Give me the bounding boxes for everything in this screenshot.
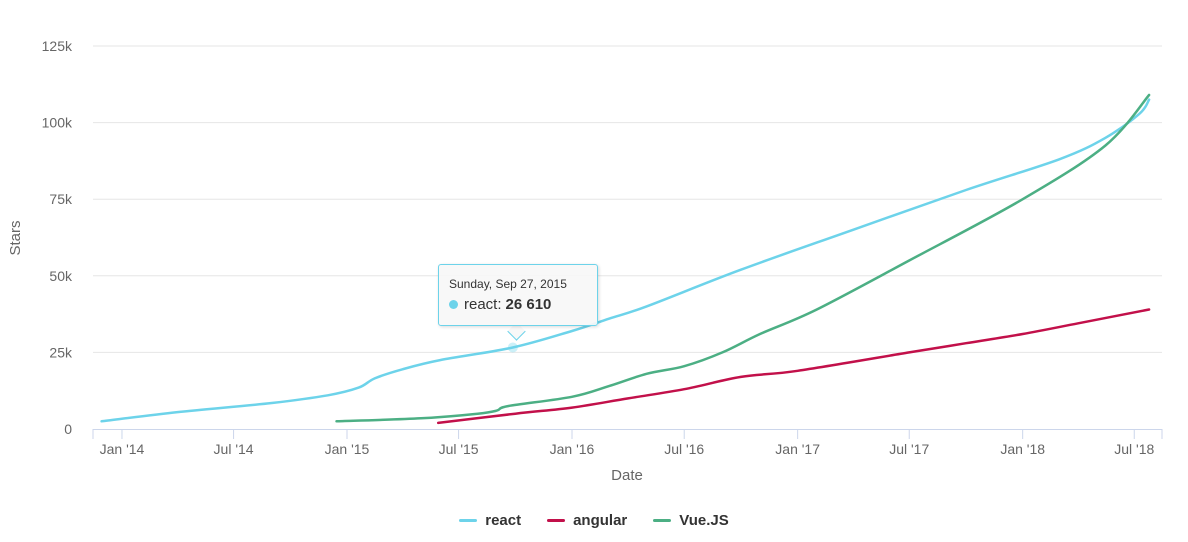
y-axis-ticks: 0 25k 50k 75k 100k 125k	[42, 38, 73, 437]
series-line-vue-js[interactable]	[335, 93, 1151, 423]
x-tick-label: Jan '16	[550, 441, 595, 457]
x-tick-label: Jul '18	[1114, 441, 1154, 457]
tooltip: Sunday, Sep 27, 2015 react: 26 610	[438, 264, 598, 326]
x-tick-label: Jan '17	[775, 441, 820, 457]
legend-line-icon	[653, 519, 672, 522]
series-line-react[interactable]	[100, 98, 1151, 423]
y-tick-label: 100k	[42, 115, 73, 131]
legend-line-icon	[547, 519, 566, 522]
y-tick-label: 50k	[49, 268, 73, 284]
series-line-angular[interactable]	[436, 308, 1151, 425]
legend-label: react	[485, 512, 522, 529]
x-axis-ticks: Jan '14 Jul '14 Jan '15 Jul '15 Jan '16 Jul '…	[92, 429, 1163, 457]
y-tick-label: 75k	[49, 191, 73, 207]
series-layer	[100, 93, 1151, 425]
legend-item-angular[interactable]: angular	[547, 512, 627, 529]
y-tick-label: 25k	[49, 344, 73, 360]
y-axis-title: Stars	[7, 220, 24, 255]
x-axis-title: Date	[611, 467, 643, 484]
legend-label: Vue.JS	[679, 512, 729, 529]
legend-line-icon	[459, 519, 478, 522]
tooltip-series-dot-icon	[449, 300, 458, 309]
x-tick-label: Jul '14	[214, 441, 254, 457]
tooltip-row: react: 26 610	[449, 296, 587, 313]
legend-item-vue-js[interactable]: Vue.JS	[653, 512, 729, 529]
x-tick-label: Jan '18	[1000, 441, 1045, 457]
legend: react angular Vue.JS	[0, 512, 1188, 529]
hover-marker	[507, 342, 518, 353]
legend-item-react[interactable]: react	[459, 512, 521, 529]
tooltip-series-label: react:	[464, 296, 502, 313]
line-chart: 0 25k 50k 75k 100k 125k Jan '14 Jul '14 Jan '15…	[7, 38, 1163, 484]
y-tick-label: 125k	[42, 38, 73, 54]
legend-label: angular	[573, 512, 628, 529]
tooltip-date: Sunday, Sep 27, 2015	[449, 277, 567, 291]
x-tick-label: Jan '15	[325, 441, 370, 457]
x-tick-label: Jul '17	[889, 441, 929, 457]
x-tick-label: Jul '16	[664, 441, 704, 457]
y-tick-label: 0	[64, 421, 72, 437]
tooltip-value: 26 610	[505, 296, 552, 313]
x-tick-label: Jul '15	[439, 441, 479, 457]
grid-lines	[93, 45, 1162, 353]
x-tick-label: Jan '14	[100, 441, 145, 457]
